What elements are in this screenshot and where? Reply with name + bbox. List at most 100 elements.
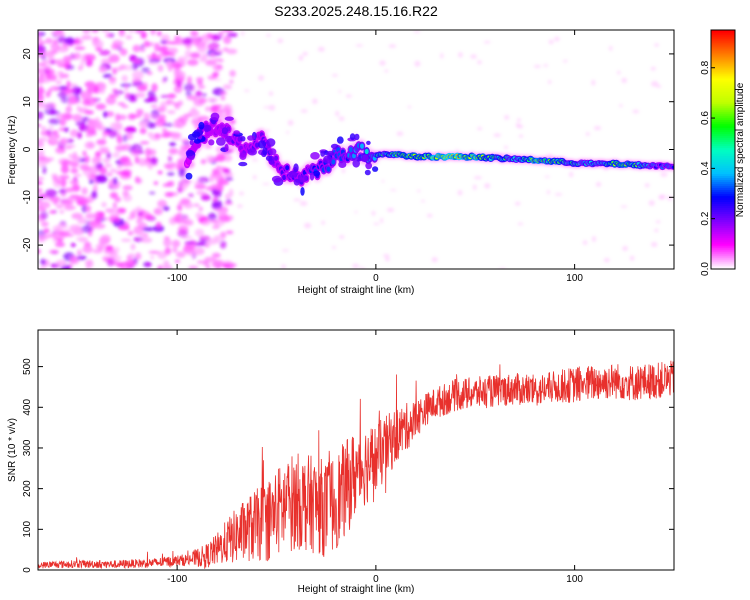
noise-blob [156, 114, 167, 120]
ridge-blotch [233, 130, 240, 135]
ridge-inner [360, 143, 364, 149]
noise-blob [194, 242, 207, 247]
noise-blob [132, 70, 144, 80]
noise-blob [173, 102, 181, 107]
noise-blob [96, 139, 107, 146]
noise-blob [55, 146, 66, 154]
noise-blob [147, 90, 156, 99]
noise-blob [38, 249, 41, 254]
noise-blob [117, 102, 126, 106]
noise-blob [99, 166, 107, 175]
noise-blob [99, 148, 110, 154]
noise-blob [103, 157, 111, 164]
ridge-blotch [240, 136, 246, 142]
colorbar-band [711, 147, 735, 151]
colorbar-band [711, 157, 735, 161]
noise-blob [85, 126, 97, 135]
noise-blob [223, 169, 231, 174]
noise-blob [169, 47, 178, 54]
noise-blob [95, 103, 107, 110]
noise-blob [169, 142, 177, 147]
noise-blob [119, 170, 130, 175]
colorbar-band [711, 61, 735, 65]
noise-blob [102, 73, 112, 79]
noise-blob [99, 85, 106, 94]
colorbar-band [711, 35, 735, 39]
noise-blob [470, 54, 477, 59]
noise-blob [84, 54, 96, 61]
noise-blob [153, 96, 158, 103]
noise-blob [57, 238, 63, 243]
noise-blob [172, 247, 178, 253]
noise-blob [286, 131, 290, 134]
colorbar-band [711, 209, 735, 212]
noise-blob [61, 112, 73, 120]
noise-blob [166, 181, 172, 188]
noise-blob [50, 42, 60, 52]
spectrogram-y-tick-label: -10 [22, 190, 33, 205]
colorbar-band [711, 81, 735, 85]
noise-blob [149, 157, 158, 165]
noise-blob [82, 99, 91, 106]
noise-blob [64, 88, 76, 93]
colorbar-band [711, 53, 735, 57]
noise-blob [321, 220, 325, 225]
noise-blob [147, 122, 156, 129]
noise-blob [223, 35, 232, 45]
noise-blob [124, 82, 129, 92]
colorbar-band [711, 187, 735, 190]
noise-blob [200, 159, 207, 165]
noise-blob [302, 51, 309, 56]
noise-blob [139, 47, 146, 52]
colorbar-gradient [711, 30, 735, 270]
noise-blob [67, 99, 72, 107]
colorbar-band [711, 257, 735, 260]
ridge-blotch [224, 143, 229, 152]
noise-blob [38, 238, 45, 243]
noise-blob [113, 90, 125, 95]
noise-blob [81, 225, 92, 233]
noise-blob [209, 52, 215, 58]
noise-blob [155, 221, 162, 229]
noise-blob [66, 138, 74, 144]
colorbar-band [711, 103, 735, 107]
noise-blob [338, 116, 345, 121]
colorbar-band [711, 43, 735, 47]
noise-blob [115, 113, 121, 122]
noise-blob [417, 189, 421, 193]
noise-blob [457, 189, 463, 196]
noise-blob [137, 211, 143, 216]
noise-blob [413, 30, 421, 33]
colorbar-band [711, 37, 735, 41]
colorbar-band [711, 245, 735, 248]
colorbar-band [711, 205, 735, 208]
colorbar-band [711, 91, 735, 95]
ridge-blotch [366, 140, 371, 145]
noise-blob [160, 101, 167, 109]
noise-blob [38, 41, 46, 45]
colorbar-band [711, 265, 735, 268]
noise-blob [230, 110, 235, 114]
noise-blob [205, 265, 211, 269]
colorbar-band [711, 31, 735, 35]
noise-blob [111, 43, 118, 50]
snr-y-tick-label: 0 [22, 567, 33, 573]
noise-blob [126, 216, 133, 221]
noise-blob [229, 79, 234, 84]
noise-blob [147, 61, 159, 65]
noise-blob [105, 33, 113, 38]
noise-blob [603, 257, 610, 263]
noise-blob [222, 84, 232, 90]
noise-blob [58, 85, 69, 91]
noise-blob [96, 125, 107, 131]
noise-blob [472, 184, 477, 191]
noise-blob [51, 50, 59, 54]
noise-blob [215, 67, 221, 73]
noise-blob [157, 265, 162, 269]
colorbar-band [711, 213, 735, 216]
ridge-blotch [310, 152, 320, 160]
colorbar-band [711, 85, 735, 89]
noise-blob [108, 93, 119, 98]
colorbar-band [711, 179, 735, 182]
noise-blob [171, 162, 177, 168]
